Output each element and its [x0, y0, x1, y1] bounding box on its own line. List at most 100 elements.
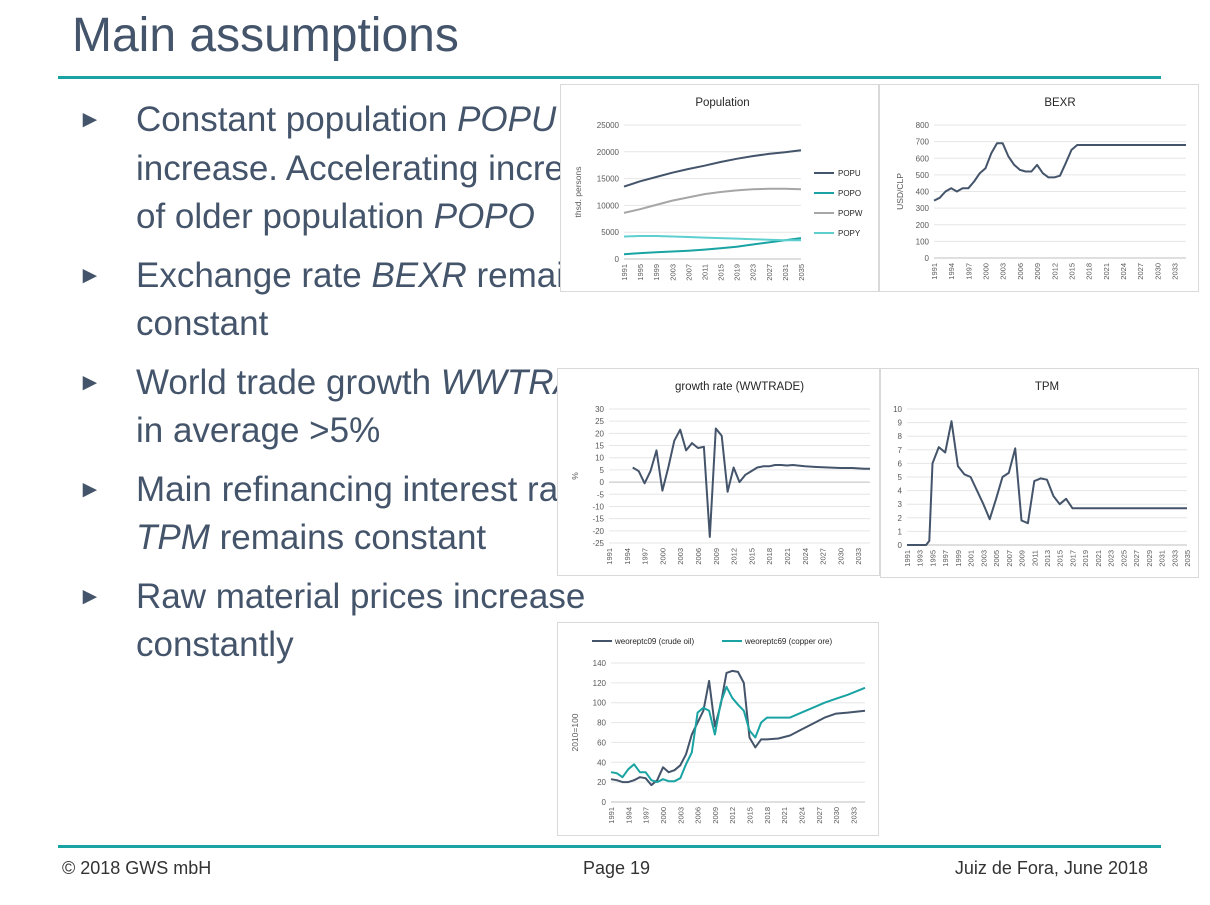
y-tick-label: 300	[916, 204, 930, 213]
x-tick-label: 2027	[819, 548, 828, 565]
x-tick-label: 1997	[964, 263, 973, 280]
x-tick-label: 2027	[1132, 550, 1141, 567]
x-tick-label: 2015	[1056, 550, 1065, 567]
bullet-arrow-icon: ►	[78, 368, 102, 396]
y-tick-label: 100	[916, 237, 930, 246]
bullet-text: Constant population	[136, 100, 458, 139]
y-tick-label: 3	[898, 500, 903, 509]
y-tick-label: 80	[597, 719, 606, 728]
bullet-text: Exchange rate	[136, 255, 372, 295]
x-tick-label: 2017	[1068, 550, 1077, 567]
y-tick-label: 30	[595, 405, 604, 414]
x-tick-label: 2031	[781, 264, 790, 281]
x-tick-label: 2003	[979, 550, 988, 567]
x-tick-label: 2030	[832, 807, 841, 824]
x-tick-label: 2033	[849, 807, 858, 824]
bullet-text: Main refinancing interest rate	[136, 469, 588, 509]
x-tick-label: 2031	[1158, 550, 1167, 567]
chart-title: TPM	[1035, 381, 1059, 393]
x-tick-label: 2033	[1171, 263, 1180, 280]
x-tick-label: 1995	[636, 264, 645, 281]
x-tick-label: 2027	[1136, 263, 1145, 280]
x-tick-label: 1994	[947, 263, 956, 280]
bullet-item: ► Raw material prices increase constantly	[72, 573, 632, 670]
y-tick-label: -25	[592, 539, 604, 548]
x-tick-label: 1999	[652, 264, 661, 281]
x-tick-label: 2030	[1153, 263, 1162, 280]
y-tick-label: 800	[916, 121, 930, 130]
bullet-text: in average >5%	[136, 411, 381, 450]
x-tick-label: 2011	[1030, 550, 1039, 566]
legend-label: POPW	[838, 209, 863, 218]
bullet-variable: TPM	[136, 518, 210, 557]
bullet-variable: POPO	[433, 197, 535, 236]
series-line	[933, 142, 1186, 202]
y-tick-label: 20000	[597, 148, 620, 157]
x-tick-label: 2033	[854, 548, 863, 565]
y-tick-label: 2	[898, 514, 903, 523]
y-tick-label: 60	[597, 738, 606, 747]
series-line	[623, 149, 802, 188]
x-tick-label: 2000	[659, 807, 668, 824]
bullet-variable: POPU	[457, 100, 557, 139]
chart-bexr: BEXR 0 100 200 300 400 500 600 700 800 1991 1994 199…	[879, 84, 1199, 292]
chart-population: Population 0 5000 10000 15000 20000 25000 1991 1…	[560, 84, 879, 292]
footer-page-number: Page 19	[583, 858, 651, 878]
y-tick-label: 6	[898, 459, 903, 468]
bullet-text: remains constant	[209, 518, 487, 557]
x-tick-label: 2019	[733, 264, 742, 281]
chart-title: BEXR	[1044, 97, 1075, 109]
x-tick-label: 2003	[676, 807, 685, 824]
bullet-arrow-icon: ►	[78, 475, 102, 503]
y-axis-label: USD/CLP	[895, 173, 905, 210]
x-tick-label: 2029	[1145, 550, 1154, 567]
x-tick-label: 2015	[747, 548, 756, 565]
y-tick-label: 4	[898, 487, 903, 496]
x-tick-label: 2021	[780, 807, 789, 824]
x-tick-label: 2035	[1183, 550, 1192, 567]
x-tick-label: 2023	[1107, 550, 1116, 567]
x-tick-label: 2021	[783, 548, 792, 565]
x-tick-label: 2015	[717, 264, 726, 281]
x-tick-label: 2003	[999, 263, 1008, 280]
x-tick-label: 1995	[928, 550, 937, 567]
bullet-variable: BEXR	[371, 255, 467, 295]
x-tick-label: 2024	[801, 548, 810, 565]
y-tick-label: 120	[593, 679, 607, 688]
y-tick-label: 0	[600, 478, 605, 487]
y-tick-label: 600	[916, 154, 930, 163]
y-tick-label: 10000	[597, 201, 620, 210]
x-tick-label: 2011	[700, 264, 709, 280]
y-axis-label: %	[570, 472, 580, 480]
y-tick-label: 9	[898, 419, 903, 428]
x-tick-label: 2023	[749, 264, 758, 281]
y-axis-label: 2010=100	[570, 713, 580, 751]
x-tick-label: 2009	[711, 807, 720, 824]
y-tick-label: 10	[893, 405, 902, 414]
y-tick-label: 15	[595, 442, 604, 451]
x-tick-label: 2012	[728, 807, 737, 824]
y-tick-label: 1	[898, 527, 903, 536]
x-tick-label: 2024	[798, 807, 807, 824]
series-line	[623, 187, 802, 214]
x-tick-label: 1997	[642, 807, 651, 824]
y-tick-label: 25000	[597, 121, 620, 130]
chart-svg: 0 20 40 60 80 100 120 140 1991 1994 1997 2000 2003 20…	[570, 637, 866, 824]
series-line	[610, 669, 866, 787]
y-tick-label: 10	[595, 454, 604, 463]
x-tick-label: 2006	[694, 548, 703, 565]
y-tick-label: 40	[597, 758, 606, 767]
y-tick-label: 8	[898, 432, 903, 441]
x-tick-label: 2025	[1119, 550, 1128, 567]
x-tick-label: 2000	[658, 548, 667, 565]
y-tick-label: 100	[593, 699, 607, 708]
bullet-arrow-icon: ►	[78, 261, 102, 289]
bullet-text: increase. Accelerating increase of older…	[136, 148, 621, 237]
chart-svg: BEXR 0 100 200 300 400 500 600 700 800 1991 1994 199…	[895, 97, 1186, 280]
x-tick-label: 2007	[1005, 550, 1014, 567]
footer-place-date: Juiz de Fora, June 2018	[954, 858, 1148, 878]
y-tick-label: -10	[592, 502, 604, 511]
chart-tpm: TPM 0 1 2 3 4 5 6 7 8 9 10 1991 1993 1995 1997 1999 2001 2…	[880, 368, 1199, 578]
bullet-list: ► Constant population POPU increase. Acce…	[72, 96, 632, 680]
